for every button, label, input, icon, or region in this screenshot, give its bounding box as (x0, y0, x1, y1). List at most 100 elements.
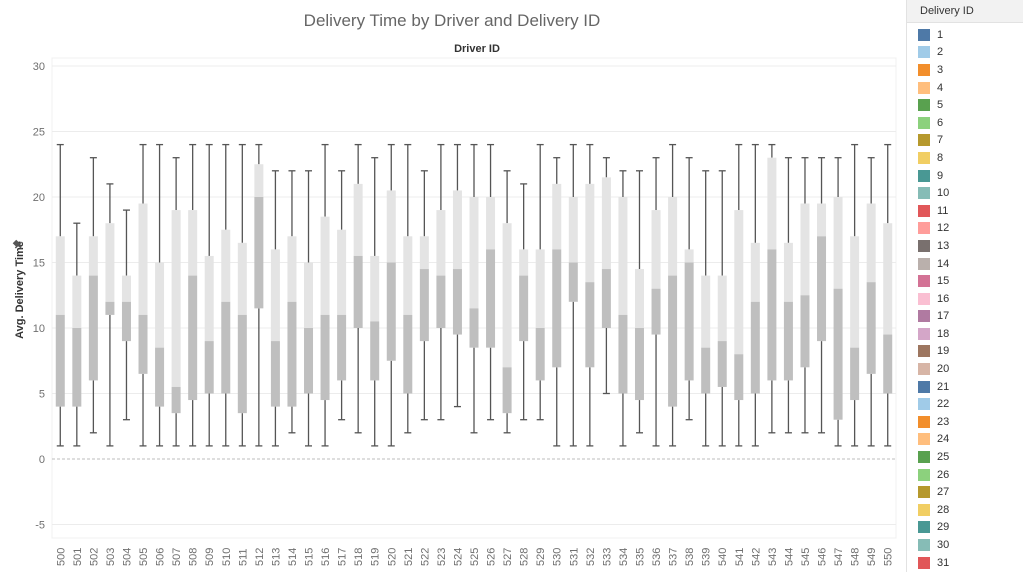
legend-item[interactable]: 16 (907, 290, 1023, 308)
box-driver-519 (370, 157, 380, 447)
box-upper (55, 236, 65, 315)
legend-item[interactable]: 22 (907, 395, 1023, 413)
x-tick-label: 526 (486, 548, 498, 566)
box-driver-540 (717, 170, 727, 447)
legend-item[interactable]: 21 (907, 378, 1023, 396)
box-driver-516 (320, 143, 330, 447)
y-tick-label: -5 (35, 520, 45, 532)
x-tick-label: 543 (767, 548, 779, 566)
legend-item[interactable]: 24 (907, 431, 1023, 449)
box-lower (171, 386, 181, 414)
legend-swatch (918, 310, 930, 323)
legend-item[interactable]: 27 (907, 483, 1023, 501)
legend-swatch (918, 415, 930, 428)
x-tick-label: 503 (105, 548, 117, 566)
legend-item[interactable]: 20 (907, 360, 1023, 378)
box-upper (171, 210, 181, 387)
box-upper (783, 242, 793, 302)
box-lower (237, 314, 247, 414)
legend-item[interactable]: 12 (907, 220, 1023, 238)
legend-item[interactable]: 25 (907, 448, 1023, 466)
box-upper (850, 236, 860, 348)
box-driver-537 (668, 143, 678, 447)
box-lower (585, 282, 595, 368)
legend-swatch (918, 521, 930, 534)
legend-item[interactable]: 6 (907, 114, 1023, 132)
box-lower (304, 328, 314, 394)
box-driver-512 (254, 143, 264, 447)
legend-label: 10 (937, 187, 950, 200)
legend-swatch (918, 63, 930, 76)
y-tick-label: 5 (39, 389, 45, 401)
legend-item[interactable]: 17 (907, 308, 1023, 326)
legend-title: Delivery ID (907, 0, 1023, 23)
box-upper (568, 197, 578, 263)
box-lower (320, 314, 330, 401)
box-driver-531 (568, 143, 578, 447)
legend-item[interactable]: 30 (907, 536, 1023, 554)
legend-swatch (918, 380, 930, 393)
legend-swatch (918, 28, 930, 41)
box-driver-501 (72, 222, 82, 447)
legend-item[interactable]: 26 (907, 466, 1023, 484)
box-lower (767, 249, 777, 381)
x-tick-label: 541 (734, 548, 746, 566)
legend-item[interactable]: 15 (907, 272, 1023, 290)
legend-item[interactable]: 9 (907, 167, 1023, 185)
legend-item[interactable]: 11 (907, 202, 1023, 220)
chart-title: Delivery Time by Driver and Delivery ID (304, 11, 601, 30)
x-tick-label: 549 (866, 548, 878, 566)
legend-item[interactable]: 8 (907, 149, 1023, 167)
box-upper (188, 210, 198, 276)
x-tick-label: 525 (469, 548, 481, 566)
plot-frame (51, 57, 897, 539)
box-upper (155, 262, 165, 348)
y-tick-label: 30 (33, 61, 45, 73)
legend-item[interactable]: 19 (907, 343, 1023, 361)
legend-label: 23 (937, 415, 950, 428)
box-driver-506 (155, 143, 165, 447)
legend-item[interactable]: 23 (907, 413, 1023, 431)
legend-item[interactable]: 1 (907, 26, 1023, 44)
x-tick-label: 534 (618, 548, 630, 566)
legend-item[interactable]: 28 (907, 501, 1023, 519)
legend-swatch (918, 99, 930, 112)
box-lower (668, 275, 678, 407)
legend-item[interactable]: 4 (907, 79, 1023, 97)
y-axis-label: Avg. Delivery Time (14, 241, 26, 339)
box-lower (833, 288, 843, 420)
legend-item[interactable]: 14 (907, 255, 1023, 273)
x-tick-label: 546 (817, 548, 829, 566)
legend-item[interactable]: 29 (907, 519, 1023, 537)
x-tick-label: 505 (138, 548, 150, 566)
box-lower (701, 347, 711, 394)
legend-item[interactable]: 7 (907, 132, 1023, 150)
legend-item[interactable]: 3 (907, 61, 1023, 79)
box-driver-515 (304, 170, 314, 447)
legend-item[interactable]: 13 (907, 237, 1023, 255)
legend-item[interactable]: 18 (907, 325, 1023, 343)
x-tick-label: 547 (833, 548, 845, 566)
box-upper (221, 229, 231, 302)
legend-item[interactable]: 5 (907, 96, 1023, 114)
legend-label: 25 (937, 451, 950, 464)
box-driver-513 (270, 170, 280, 447)
legend-swatch (918, 222, 930, 235)
legend-item[interactable]: 31 (907, 554, 1023, 572)
x-tick-label: 507 (171, 548, 183, 566)
x-tick-label: 521 (403, 548, 415, 566)
legend-item[interactable]: 10 (907, 184, 1023, 202)
legend-swatch (918, 556, 930, 569)
legend-label: 29 (937, 521, 950, 534)
box-upper (618, 197, 628, 315)
x-tick-label: 514 (287, 548, 299, 566)
box-driver-500 (55, 143, 65, 447)
legend-swatch (918, 539, 930, 552)
legend-swatch (918, 81, 930, 94)
x-tick-label: 529 (535, 548, 547, 566)
legend-swatch (918, 363, 930, 376)
legend-swatch (918, 345, 930, 358)
box-upper (287, 236, 297, 302)
legend-label: 3 (937, 63, 944, 76)
legend-item[interactable]: 2 (907, 44, 1023, 62)
